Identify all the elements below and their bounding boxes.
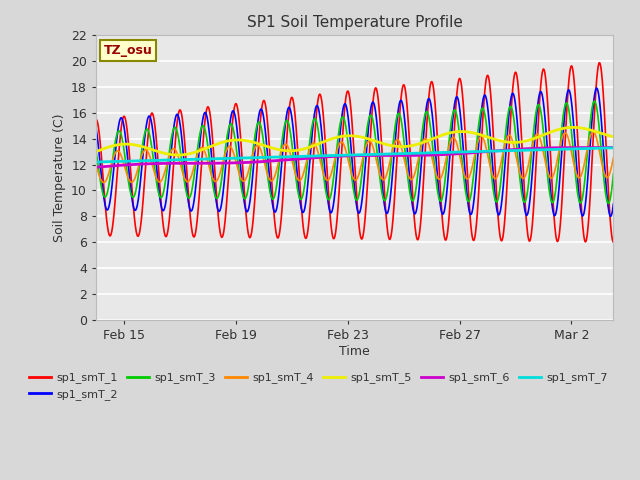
sp1_smT_4 [589,129,597,135]
sp1_smT_2 [595,93,603,98]
sp1_smT_4 [92,162,100,168]
sp1_smT_2 [607,214,614,219]
Line: sp1_smT_6: sp1_smT_6 [96,147,613,167]
sp1_smT_4 [303,159,310,165]
sp1_smT_4 [100,180,108,185]
X-axis label: Time: Time [339,345,370,358]
sp1_smT_7 [609,145,617,151]
sp1_smT_3 [609,171,617,177]
sp1_smT_4 [463,176,470,181]
sp1_smT_1 [570,72,577,77]
sp1_smT_3 [302,170,310,176]
sp1_smT_2 [462,183,470,189]
sp1_smT_5 [570,124,577,130]
sp1_smT_1 [302,235,310,241]
sp1_smT_1 [156,184,164,190]
sp1_smT_7 [595,145,602,151]
sp1_smT_3 [92,148,100,154]
sp1_smT_2 [156,195,164,201]
sp1_smT_5 [441,132,449,137]
sp1_smT_7 [156,157,164,163]
sp1_smT_1 [609,240,617,245]
sp1_smT_3 [605,201,612,206]
Line: sp1_smT_3: sp1_smT_3 [96,101,613,204]
Line: sp1_smT_4: sp1_smT_4 [96,132,613,182]
sp1_smT_2 [302,196,310,202]
Line: sp1_smT_5: sp1_smT_5 [96,127,613,155]
sp1_smT_1 [462,149,470,155]
sp1_smT_4 [595,147,603,153]
sp1_smT_4 [609,155,617,160]
sp1_smT_6 [92,164,100,170]
sp1_smT_3 [156,194,164,200]
sp1_smT_2 [609,201,617,207]
sp1_smT_1 [440,234,448,240]
sp1_smT_1 [595,62,602,68]
sp1_smT_1 [596,60,604,66]
sp1_smT_3 [595,121,603,127]
sp1_smT_7 [462,149,470,155]
sp1_smT_2 [92,125,100,131]
sp1_smT_6 [570,145,577,151]
sp1_smT_3 [570,150,577,156]
sp1_smT_4 [156,179,164,185]
sp1_smT_4 [570,161,578,167]
sp1_smT_6 [595,145,602,151]
sp1_smT_6 [609,144,617,150]
sp1_smT_5 [92,149,100,155]
sp1_smT_5 [595,130,603,135]
sp1_smT_6 [462,150,470,156]
sp1_smT_6 [302,156,310,161]
sp1_smT_3 [440,183,448,189]
Legend: sp1_smT_1, sp1_smT_2, sp1_smT_3, sp1_smT_4, sp1_smT_5, sp1_smT_6, sp1_smT_7: sp1_smT_1, sp1_smT_2, sp1_smT_3, sp1_smT… [24,368,613,404]
sp1_smT_5 [570,124,578,130]
sp1_smT_5 [303,145,310,151]
sp1_smT_5 [156,149,164,155]
sp1_smT_2 [570,120,577,126]
Line: sp1_smT_7: sp1_smT_7 [96,148,613,162]
sp1_smT_4 [441,163,449,168]
Title: SP1 Soil Temperature Profile: SP1 Soil Temperature Profile [247,15,463,30]
sp1_smT_7 [570,146,577,152]
sp1_smT_5 [174,152,182,158]
Y-axis label: Soil Temperature (C): Soil Temperature (C) [52,113,65,242]
sp1_smT_3 [462,192,470,198]
sp1_smT_5 [463,129,470,135]
Line: sp1_smT_1: sp1_smT_1 [96,63,613,242]
sp1_smT_7 [440,150,448,156]
sp1_smT_1 [92,117,100,122]
sp1_smT_3 [591,98,598,104]
sp1_smT_6 [440,152,448,157]
sp1_smT_7 [302,154,310,159]
sp1_smT_2 [593,85,600,91]
Text: TZ_osu: TZ_osu [104,44,152,57]
sp1_smT_2 [440,208,448,214]
Line: sp1_smT_2: sp1_smT_2 [96,88,613,216]
sp1_smT_6 [156,161,164,167]
sp1_smT_7 [92,159,100,165]
sp1_smT_5 [609,134,617,140]
